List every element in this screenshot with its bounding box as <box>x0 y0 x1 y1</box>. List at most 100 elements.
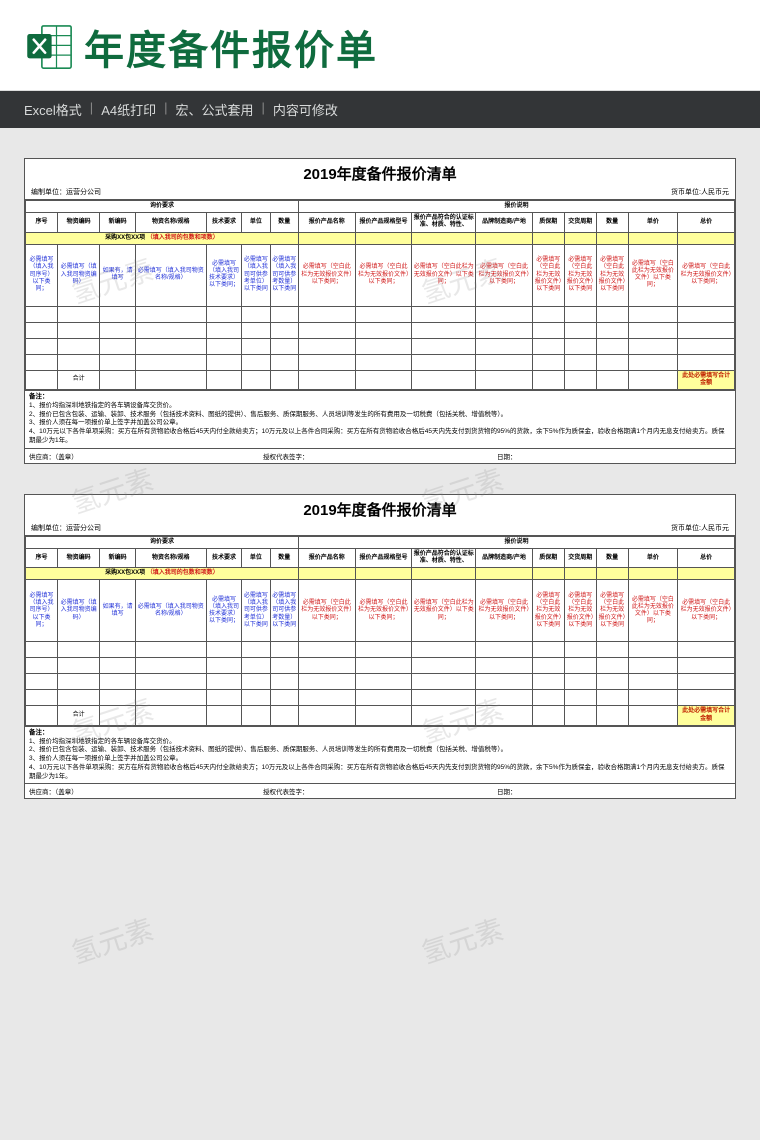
cell: 必需填写（填入我司物资名称/规格） <box>135 580 206 642</box>
cell: 如果有，请填写 <box>100 580 135 642</box>
note-line: 4、10万元以下各件单项采购：买方在所有货物验收合格后45天内付全款给卖方；10… <box>29 764 731 782</box>
meta-right: 货币单位:人民币元 <box>671 523 729 533</box>
col: 品牌制造商/产地 <box>476 213 533 232</box>
signature-row: 供应商：（盖章） 授权代表签字： 日期： <box>25 783 735 798</box>
feature-item: 宏、公式套用 <box>175 100 253 119</box>
col: 报价产品符合的认证标准、材质、特性、 <box>412 548 476 567</box>
sheet-title: 2019年度备件报价清单 <box>25 159 735 186</box>
meta-right: 货币单位:人民币元 <box>671 187 729 197</box>
cell: 必需填写（填入我司可供参考数量）以下类同 <box>270 580 298 642</box>
purchase-hint: （填入我司的包数和项数） <box>147 570 219 576</box>
cell: 必需填写（空白此栏为无效报价文件）以下类同； <box>628 244 678 306</box>
cell: 必需填写（填入我司物资编码） <box>57 244 100 306</box>
cell: 必需填写（空白此栏为无效报价文件）以下类同 <box>564 244 596 306</box>
feature-item: 内容可修改 <box>273 100 338 119</box>
cell: 必需填写（空白此栏为无效报价文件）以下类同 <box>596 244 628 306</box>
empty-row <box>26 642 735 658</box>
group-inquiry: 询价要求 <box>26 536 299 548</box>
spreadsheet-preview-2: 2019年度备件报价清单 编制单位：运营分公司 货币单位:人民币元 询价要求 报… <box>24 494 736 800</box>
empty-row <box>26 658 735 674</box>
meta-left: 编制单位：运营分公司 <box>31 187 101 197</box>
cell: 必需填写（填入我司序号）以下类同； <box>26 244 58 306</box>
col: 数量 <box>596 548 628 567</box>
purchase-label: 采购XX包XX项 <box>105 235 145 241</box>
col: 总价 <box>678 213 735 232</box>
cell: 必需填写（空白此栏为无效报价文件）以下类同； <box>298 580 355 642</box>
cell: 必需填写（空白此栏为无效报价文件）以下类同； <box>678 580 735 642</box>
cell: 必需填写（空白此栏为无效报价文件）以下类同； <box>355 244 412 306</box>
col: 单价 <box>628 548 678 567</box>
empty-row <box>26 306 735 322</box>
col: 数量 <box>596 213 628 232</box>
cell: 必需填写（填入我司技术要求）以下类同； <box>206 244 241 306</box>
col: 报价产品名称 <box>298 213 355 232</box>
cell: 必需填写（空白此栏为无效报价文件）以下类同； <box>355 580 412 642</box>
cell: 必需填写（空白此栏为无效报价文件）以下类同； <box>678 244 735 306</box>
total-row: 合计 此处必需填写合计金额 <box>26 706 735 725</box>
col: 物资名称/规格 <box>135 548 206 567</box>
total-amount-hint: 此处必需填写合计金额 <box>678 370 735 389</box>
purchase-label: 采购XX包XX项 <box>105 570 145 576</box>
column-header-row: 序号 物资编码 新编码 物资名称/规格 技术要求 单位 数量 报价产品名称 报价… <box>26 213 735 232</box>
cell: 必需填写（填入我司技术要求）以下类同； <box>206 580 241 642</box>
purchase-row: 采购XX包XX项 （填入我司的包数和项数） <box>26 232 735 244</box>
col: 单位 <box>242 213 270 232</box>
empty-row <box>26 674 735 690</box>
header-top-row: 年度备件报价单 <box>24 18 736 76</box>
group-quote: 报价说明 <box>298 201 734 213</box>
purchase-cell: 采购XX包XX项 （填入我司的包数和项数） <box>26 568 299 580</box>
cell: 必需填写（空白此栏为无效报价文件）以下类同 <box>532 244 564 306</box>
col: 交货周期 <box>564 548 596 567</box>
col: 技术要求 <box>206 213 241 232</box>
instruction-row: 必需填写（填入我司序号）以下类同； 必需填写（填入我司物资编码） 如果有，请填写… <box>26 244 735 306</box>
excel-icon <box>24 21 76 73</box>
cell: 必需填写（空白此栏为无效报价文件）以下类同； <box>628 580 678 642</box>
purchase-cell: 采购XX包XX项 （填入我司的包数和项数） <box>26 232 299 244</box>
group-header-row: 询价要求 报价说明 <box>26 201 735 213</box>
col: 新编码 <box>100 548 135 567</box>
note-line: 1、报价均指深圳地铁指定的各车辆设备库交货价。 <box>29 402 731 411</box>
sign-supplier: 供应商：（盖章） <box>29 451 263 461</box>
spreadsheet-preview-1: 2019年度备件报价清单 编制单位：运营分公司 货币单位:人民币元 询价要求 报… <box>24 158 736 464</box>
cell: 必需填写（填入我司物资名称/规格） <box>135 244 206 306</box>
total-amount-hint: 此处必需填写合计金额 <box>678 706 735 725</box>
col: 总价 <box>678 548 735 567</box>
col: 品牌制造商/产地 <box>476 548 533 567</box>
col: 报价产品规格型号 <box>355 548 412 567</box>
cell: 必需填写（填入我司物资编码） <box>57 580 100 642</box>
note-line: 2、报价已包含包装、运输、装卸、技术服务（包括技术资料、图纸的提供）、售后服务、… <box>29 746 731 755</box>
cell: 必需填写（填入我司可供参考数量）以下类同 <box>270 244 298 306</box>
notes-title: 备注： <box>29 729 731 738</box>
col: 交货周期 <box>564 213 596 232</box>
col: 单位 <box>242 548 270 567</box>
group-inquiry: 询价要求 <box>26 201 299 213</box>
cell: 必需填写（空白此栏为无效报价文件）以下类同 <box>596 580 628 642</box>
sign-rep: 授权代表签字： <box>263 451 497 461</box>
empty-row <box>26 354 735 370</box>
col: 新编码 <box>100 213 135 232</box>
instruction-row: 必需填写（填入我司序号）以下类同； 必需填写（填入我司物资编码） 如果有，请填写… <box>26 580 735 642</box>
notes-title: 备注： <box>29 393 731 402</box>
feature-item: A4纸打印 <box>101 100 156 119</box>
sheet-meta: 编制单位：运营分公司 货币单位:人民币元 <box>25 522 735 536</box>
purchase-hint: （填入我司的包数和项数） <box>147 235 219 241</box>
empty-row <box>26 690 735 706</box>
cell: 必需填写（空白此栏为无效报价文件）以下类同 <box>564 580 596 642</box>
col: 序号 <box>26 548 58 567</box>
empty-row <box>26 322 735 338</box>
signature-row: 供应商：（盖章） 授权代表签字： 日期： <box>25 448 735 463</box>
canvas-area: 2019年度备件报价清单 编制单位：运营分公司 货币单位:人民币元 询价要求 报… <box>0 128 760 853</box>
quote-table: 询价要求 报价说明 序号 物资编码 新编码 物资名称/规格 技术要求 单位 数量… <box>25 200 735 390</box>
col-seq: 序号 <box>26 213 58 232</box>
col: 物资编码 <box>57 548 100 567</box>
sign-supplier: 供应商：（盖章） <box>29 786 263 796</box>
cell: 必需填写（填入我司序号）以下类同； <box>26 580 58 642</box>
watermark: 氢元素 <box>416 908 508 972</box>
col: 报价产品规格型号 <box>355 213 412 232</box>
col: 数量 <box>270 213 298 232</box>
col: 数量 <box>270 548 298 567</box>
cell: 必需填写（空白此栏为无效报价文件）以下类同 <box>532 580 564 642</box>
feature-item: Excel格式 <box>24 100 82 119</box>
quote-table: 询价要求 报价说明 序号 物资编码 新编码 物资名称/规格 技术要求 单位 数量… <box>25 536 735 726</box>
empty-row <box>26 338 735 354</box>
